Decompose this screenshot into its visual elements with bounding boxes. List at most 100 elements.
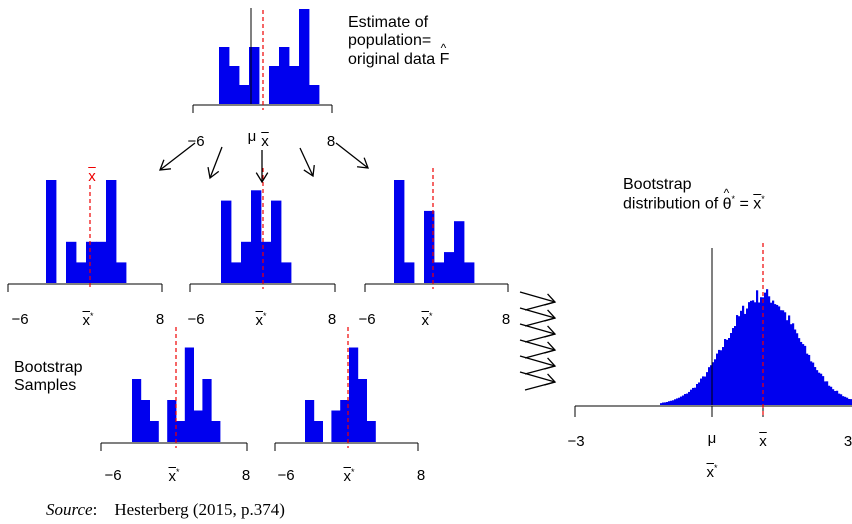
source-text: Hesterberg (2015, p.374) <box>114 500 285 519</box>
arrow-line <box>524 365 556 375</box>
source-caption: Source: Hesterberg (2015, p.374) <box>46 500 285 519</box>
histogram-bar <box>464 262 475 283</box>
histogram-bar <box>66 241 77 283</box>
arrow-line <box>524 317 556 327</box>
distribution-bar <box>788 315 791 405</box>
distribution-bar <box>832 389 835 405</box>
distribution-bar <box>772 300 775 405</box>
distribution-bar <box>730 332 733 405</box>
xbar-text: x <box>706 464 714 481</box>
distribution-bar <box>822 376 825 405</box>
distribution-bar <box>688 391 691 405</box>
distribution-bar <box>682 395 685 405</box>
distribution-bar <box>684 394 687 405</box>
histogram-bar <box>279 47 290 104</box>
distribution-bar <box>808 354 811 405</box>
distribution-bar <box>754 302 757 405</box>
mu-symbol: μ <box>247 128 257 145</box>
F-hat-symbol: F <box>440 42 450 69</box>
xbar-symbol: x <box>88 168 96 185</box>
distribution-bar <box>696 383 699 405</box>
distribution-bar <box>748 302 751 405</box>
arrow-line <box>519 307 556 319</box>
distribution-bar <box>672 400 675 405</box>
xbar-symbol: x <box>759 433 767 450</box>
distribution-bar <box>680 396 683 405</box>
distribution-bar <box>766 289 769 405</box>
xbar-text: x <box>753 195 762 213</box>
histogram-bar <box>167 400 177 442</box>
distribution-bar <box>726 339 729 405</box>
tick-min: −6 <box>104 467 122 484</box>
histogram-bar <box>309 85 320 104</box>
tick-min: −6 <box>187 311 205 328</box>
distribution-bar <box>706 372 709 405</box>
distribution-bar <box>802 344 805 405</box>
distribution-bar <box>768 296 771 405</box>
distribution-bar <box>734 326 737 405</box>
arrow-line <box>335 142 369 169</box>
histogram-bar <box>434 262 445 283</box>
distribution-bar <box>710 365 713 405</box>
xbar-text: x <box>255 312 263 329</box>
histogram-bar <box>132 379 142 442</box>
bootstrap-samples-label: Bootstrap Samples <box>14 359 82 396</box>
distribution-bar <box>780 310 783 405</box>
distribution-bar <box>764 292 767 405</box>
bootstrap-sample-histogram <box>189 168 336 292</box>
tick-min: −6 <box>358 311 376 328</box>
distribution-bar <box>848 398 851 405</box>
star-text: * <box>713 463 718 473</box>
distribution-bar <box>806 353 809 405</box>
distribution-bar <box>662 402 665 405</box>
histogram-bar <box>76 262 87 283</box>
distribution-bar <box>752 300 755 405</box>
bootstrap-sample-histogram <box>364 168 509 292</box>
histogram-bar <box>116 262 127 283</box>
histogram-bar <box>219 47 230 104</box>
distribution-bar <box>698 382 701 405</box>
distribution-bar <box>716 353 719 405</box>
arrowhead <box>356 157 369 169</box>
xbar-star-symbol: x* <box>343 467 354 485</box>
distribution-bar <box>828 385 831 405</box>
population-label: Estimate of population= original data F <box>348 14 449 69</box>
source-label: Source <box>46 500 93 519</box>
arrowhead <box>159 159 172 171</box>
distribution-bar <box>792 323 795 405</box>
distribution-bar <box>728 338 731 405</box>
distribution-bar <box>732 328 735 405</box>
original-data-histogram <box>192 8 333 113</box>
bootstrap-sample-histogram <box>274 327 419 451</box>
distribution-bar <box>678 397 681 405</box>
distribution-bar <box>850 399 852 405</box>
distribution-bar <box>664 402 667 405</box>
distribution-bar <box>724 339 727 405</box>
histogram-bar <box>86 241 97 283</box>
arrowhead <box>303 164 315 178</box>
histogram-bar <box>193 410 203 442</box>
bootstrap-samples-line1: Bootstrap <box>14 359 83 376</box>
arrow-line <box>159 142 196 171</box>
distribution-bar <box>714 359 717 405</box>
mu-symbol: μ <box>707 430 717 447</box>
distribution-bar <box>842 396 845 405</box>
population-label-text: original data <box>348 50 436 68</box>
distribution-bar <box>782 310 785 405</box>
distribution-bar <box>660 403 663 405</box>
distribution-bar <box>718 349 721 405</box>
distribution-bar <box>692 387 695 405</box>
histogram-bar <box>281 262 292 283</box>
distribution-bar <box>770 302 773 405</box>
xbar-star-symbol: x* <box>168 467 179 485</box>
xbar-symbol: x <box>261 133 269 150</box>
tick-max: 3 <box>843 433 852 450</box>
bootstrap-distribution-line1: Bootstrap <box>623 176 692 193</box>
distribution-bar <box>830 386 833 405</box>
distribution-bar <box>694 387 697 405</box>
xbar-star-symbol: x* <box>421 311 432 329</box>
star-text: * <box>761 194 765 205</box>
distribution-bar <box>674 399 677 405</box>
histogram-bar <box>424 210 435 283</box>
